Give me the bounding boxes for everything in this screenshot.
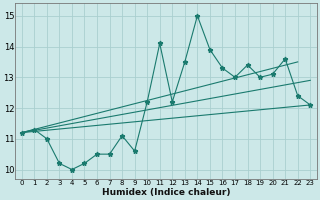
X-axis label: Humidex (Indice chaleur): Humidex (Indice chaleur) (102, 188, 230, 197)
